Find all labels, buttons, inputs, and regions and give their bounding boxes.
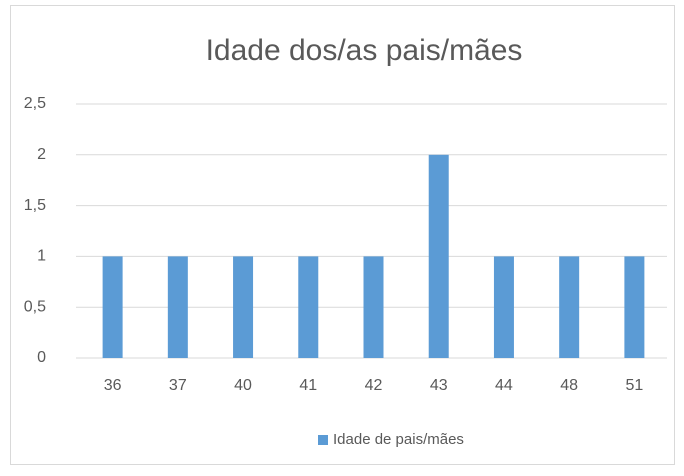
x-tick-label: 51 (625, 377, 643, 394)
legend-swatch (318, 435, 328, 445)
x-tick-label: 37 (169, 377, 187, 394)
x-tick-label: 48 (560, 377, 578, 394)
y-tick-label: 0 (37, 349, 46, 366)
bar (233, 256, 254, 358)
x-tick-label: 44 (495, 377, 513, 394)
bar (363, 256, 384, 358)
legend-label: Idade de pais/mães (333, 431, 464, 448)
chart-border (10, 5, 675, 465)
x-tick-label: 42 (365, 377, 383, 394)
chart-title: Idade dos/as pais/mães (206, 34, 523, 67)
bar (428, 154, 449, 358)
x-tick-label: 43 (430, 377, 448, 394)
bar (559, 256, 580, 358)
y-tick-label: 2,5 (24, 95, 46, 112)
bar (102, 256, 123, 358)
bar (624, 256, 645, 358)
x-tick-label: 40 (234, 377, 252, 394)
bar (298, 256, 319, 358)
y-tick-label: 1,5 (24, 197, 46, 214)
x-tick-label: 36 (104, 377, 122, 394)
x-tick-label: 41 (299, 377, 317, 394)
bar (493, 256, 514, 358)
y-tick-label: 1 (37, 248, 46, 265)
y-tick-label: 2 (37, 146, 46, 163)
bar (167, 256, 188, 358)
y-tick-label: 0,5 (24, 298, 46, 315)
